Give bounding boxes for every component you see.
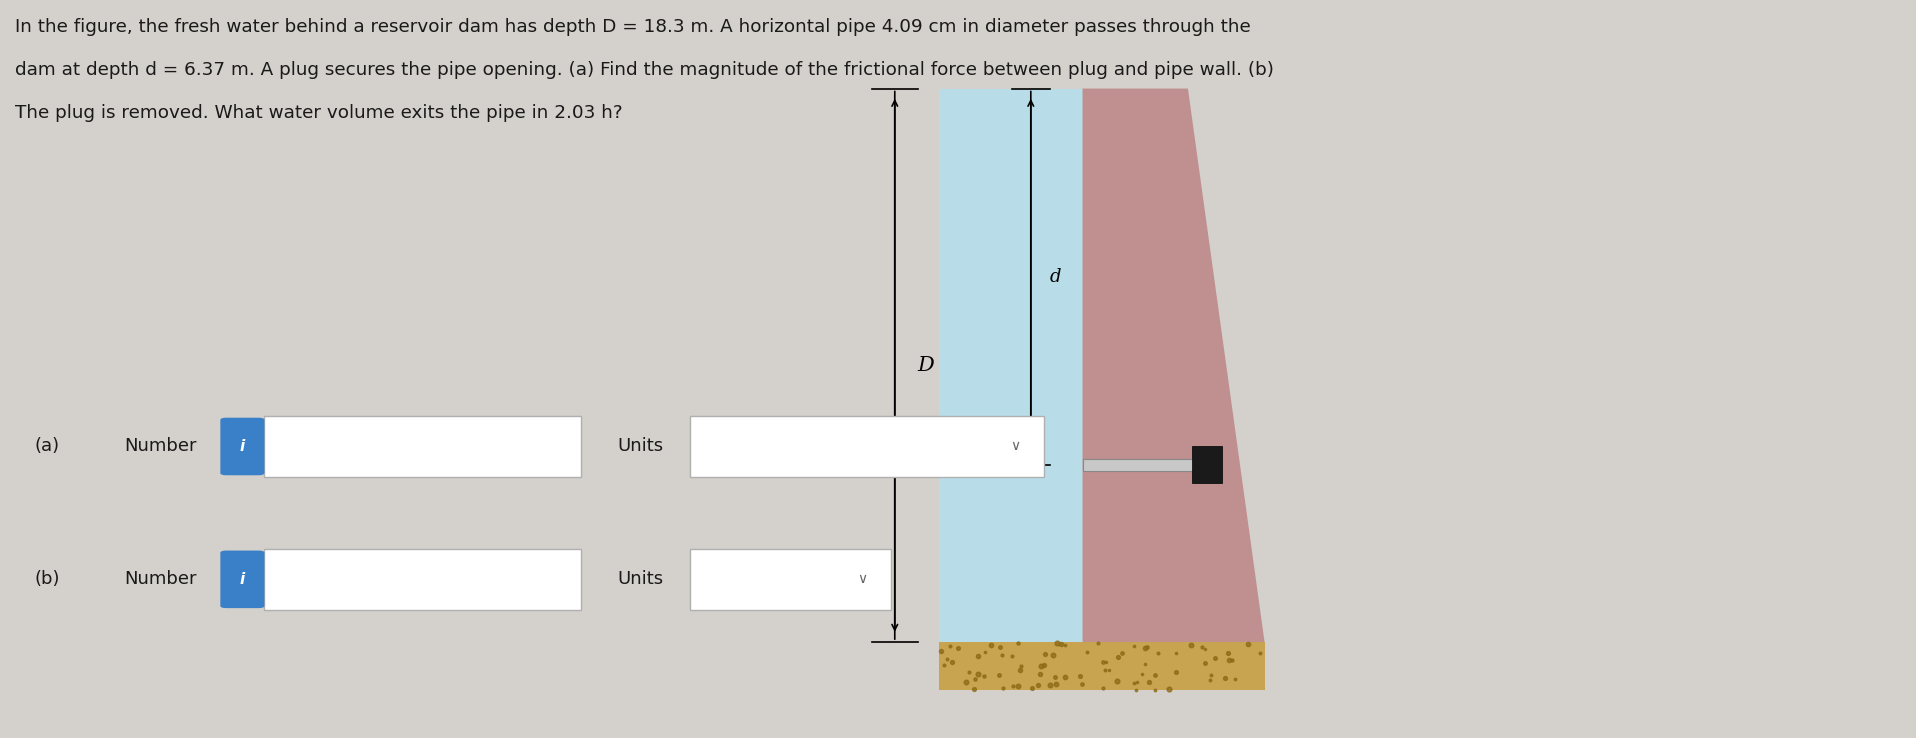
Bar [1192,446,1222,483]
FancyBboxPatch shape [264,416,581,477]
Bar [1083,459,1207,471]
Text: Units: Units [617,438,663,455]
Text: Number: Number [125,570,197,588]
Text: Number: Number [125,438,197,455]
Text: i: i [240,439,245,454]
Text: dam at depth d = 6.37 m. A plug secures the pipe opening. (a) Find the magnitude: dam at depth d = 6.37 m. A plug secures … [15,61,1274,79]
Text: ∨: ∨ [1010,440,1021,453]
FancyBboxPatch shape [220,551,264,608]
Text: d: d [1050,268,1061,286]
Text: Units: Units [617,570,663,588]
Text: i: i [240,572,245,587]
FancyBboxPatch shape [690,416,1044,477]
Bar [939,642,1265,690]
FancyBboxPatch shape [690,549,891,610]
Bar [939,89,1083,642]
FancyBboxPatch shape [264,549,581,610]
FancyBboxPatch shape [220,418,264,475]
Text: In the figure, the fresh water behind a reservoir dam has depth D = 18.3 m. A ho: In the figure, the fresh water behind a … [15,18,1251,36]
Polygon shape [1083,89,1265,642]
Text: (b): (b) [34,570,59,588]
Text: The plug is removed. What water volume exits the pipe in 2.03 h?: The plug is removed. What water volume e… [15,104,623,122]
Text: D: D [918,356,935,375]
Text: (a): (a) [34,438,59,455]
Text: ∨: ∨ [856,573,868,586]
